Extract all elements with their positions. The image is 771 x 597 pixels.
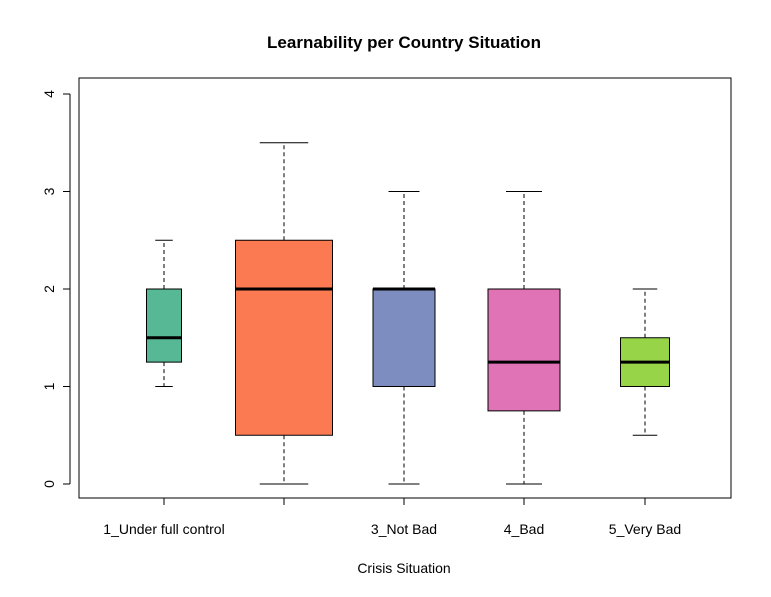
x-axis: 1_Under full control 3_Not Bad 4_Bad 5_Very… [103,497,681,537]
y-tick-label: 0 [41,480,57,488]
box-iqr [487,288,561,412]
boxes-group [146,142,670,485]
box-4 [487,191,561,485]
box-iqr [372,288,436,387]
box-iqr [146,288,182,363]
y-tick-label: 4 [41,90,57,98]
y-axis: 0 1 2 3 4 [41,90,71,488]
x-tick-label: 5_Very Bad [609,521,681,537]
box-2 [235,142,333,485]
x-axis-label: Crisis Situation [357,560,450,576]
box-iqr [235,239,333,436]
y-tick-label: 3 [41,187,57,195]
y-tick-label: 1 [41,382,57,390]
box-1 [146,239,182,387]
chart-title: Learnability per Country Situation [267,33,541,52]
x-tick-label: 1_Under full control [103,521,224,537]
box-5 [620,288,670,436]
x-tick-label: 3_Not Bad [371,521,437,537]
x-tick-label: 4_Bad [504,521,544,537]
y-tick-label: 2 [41,285,57,293]
box-3 [372,191,436,485]
